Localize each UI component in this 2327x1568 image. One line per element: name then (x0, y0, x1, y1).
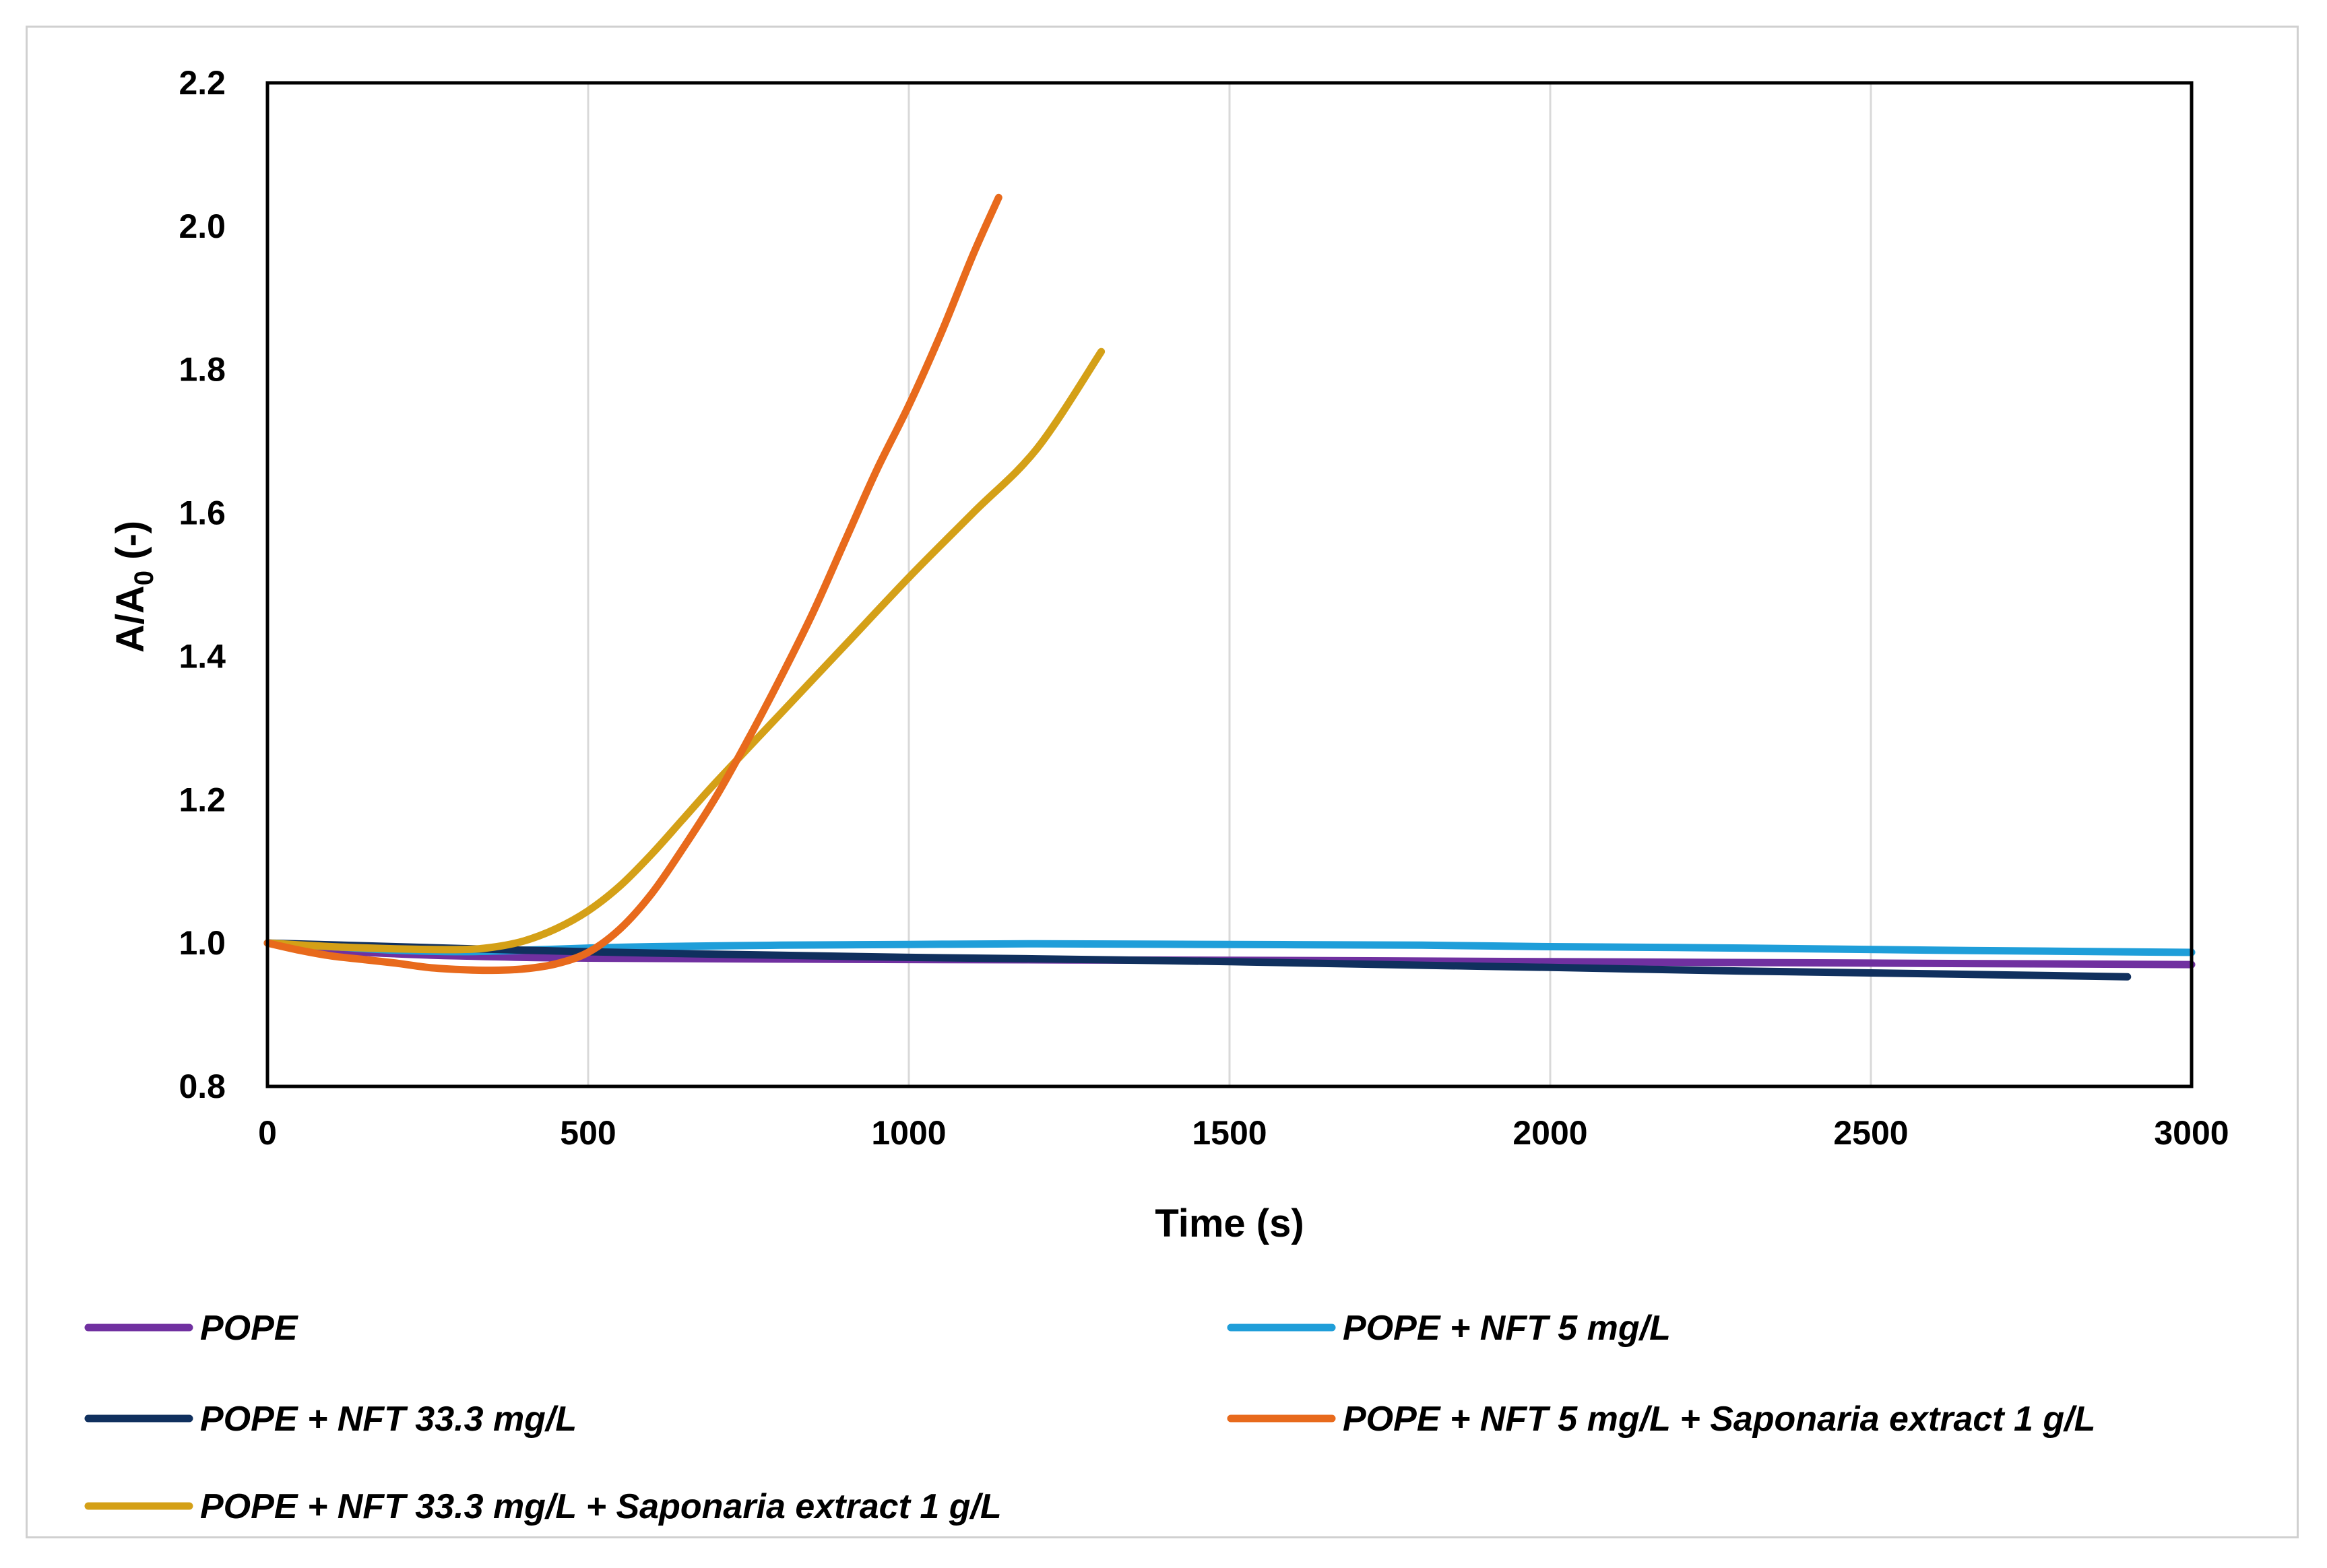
x-tick-label: 1500 (1192, 1114, 1267, 1152)
legend-label: POPE + NFT 33.3 mg/L + Saponaria extract… (200, 1487, 1002, 1526)
legend-label: POPE + NFT 33.3 mg/L (200, 1400, 577, 1439)
legend-item: POPE + NFT 5 mg/L + Saponaria extract 1 … (1227, 1400, 2095, 1439)
x-tick-label: 2500 (1833, 1114, 1908, 1152)
plot-area-border (265, 81, 2194, 1088)
legend-label: POPE + NFT 5 mg/L (1343, 1309, 1671, 1348)
y-tick-label: 2.2 (179, 64, 226, 102)
chart-frame: 0.8 1.0 1.2 1.4 1.6 1.8 2.0 2.2 0 500 1000 1500 200… (26, 26, 2299, 1538)
legend-label: POPE (200, 1309, 298, 1348)
y-tick-label: 1.2 (179, 781, 226, 818)
series-line-3 (263, 939, 2132, 981)
legend-label: POPE + NFT 5 mg/L + Saponaria extract 1 … (1343, 1400, 2095, 1439)
legend: POPE POPE + NFT 5 mg/L POPE + NFT 33.3 mg/… (84, 1309, 2095, 1526)
series-lines (263, 193, 2196, 981)
series-line-5 (263, 348, 1106, 954)
x-tick-label: 2000 (1512, 1114, 1587, 1152)
chart-canvas: 0.8 1.0 1.2 1.4 1.6 1.8 2.0 2.2 0 500 1000 1500 200… (84, 64, 2229, 1526)
x-tick-label: 1000 (871, 1114, 946, 1152)
legend-item: POPE (84, 1309, 298, 1348)
legend-item: POPE + NFT 5 mg/L (1227, 1309, 1671, 1348)
x-tick-label: 0 (258, 1114, 277, 1152)
x-axis-ticks: 0 500 1000 1500 2000 2500 3000 (258, 1114, 2229, 1152)
grid-lines (587, 83, 1872, 1086)
series-line-4 (263, 193, 1002, 975)
legend-item: POPE + NFT 33.3 mg/L (84, 1400, 577, 1439)
y-tick-label: 1.6 (179, 494, 226, 532)
y-tick-label: 0.8 (179, 1068, 226, 1105)
y-tick-label: 1.8 (179, 351, 226, 389)
y-tick-label: 2.0 (179, 207, 226, 245)
x-tick-label: 3000 (2154, 1114, 2229, 1152)
y-axis-title-subscript: 0 (129, 570, 159, 585)
y-axis-title: A/A0 (-) (108, 521, 159, 653)
y-axis-title-main: A/A (108, 585, 152, 653)
x-axis-title: Time (s) (1155, 1202, 1304, 1245)
y-axis-title-unit: (-) (108, 521, 152, 570)
y-tick-label: 1.4 (179, 637, 226, 675)
x-tick-label: 500 (560, 1114, 616, 1152)
y-tick-label: 1.0 (179, 924, 226, 962)
y-axis-ticks: 0.8 1.0 1.2 1.4 1.6 1.8 2.0 2.2 (179, 64, 226, 1105)
legend-item: POPE + NFT 33.3 mg/L + Saponaria extract… (84, 1487, 1002, 1526)
